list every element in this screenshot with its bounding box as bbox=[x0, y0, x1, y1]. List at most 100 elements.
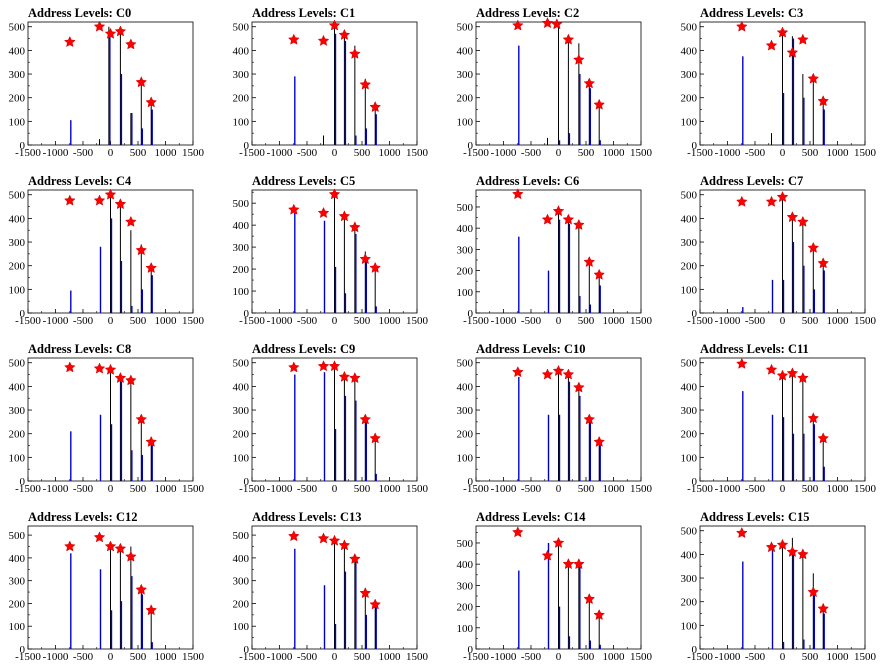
x-tick-label: -500 bbox=[73, 483, 94, 495]
x-tick-label: 0 bbox=[108, 147, 114, 159]
star-marker bbox=[573, 558, 585, 570]
star-marker bbox=[797, 33, 809, 45]
x-tick-label: -1000 bbox=[43, 483, 69, 495]
y-tick-label: 0 bbox=[468, 476, 474, 488]
star-marker bbox=[807, 412, 820, 424]
x-tick-label: 1000 bbox=[603, 651, 626, 663]
x-tick-label: 0 bbox=[780, 315, 786, 327]
x-tick-label: 1500 bbox=[182, 651, 205, 663]
star-marker bbox=[765, 39, 778, 51]
star-marker bbox=[776, 26, 789, 38]
y-tick-label: 100 bbox=[457, 623, 474, 635]
x-tick-label: -1000 bbox=[715, 483, 741, 495]
star-marker bbox=[583, 255, 596, 268]
y-tick-label: 500 bbox=[457, 22, 474, 34]
star-marker bbox=[104, 363, 117, 375]
star-marker bbox=[114, 372, 127, 384]
x-tick-label: -1000 bbox=[267, 651, 293, 663]
x-tick-label: 1500 bbox=[406, 483, 429, 495]
y-tick-label: 500 bbox=[9, 22, 26, 34]
y-tick-label: 200 bbox=[9, 598, 26, 610]
x-tick-label: 1000 bbox=[155, 651, 178, 663]
chart-title: Address Levels: C15 bbox=[700, 510, 810, 524]
chart-panel: Address Levels: C3 0 100 200 300 400 500 -1500-… bbox=[672, 0, 896, 168]
x-tick-label: -1000 bbox=[267, 483, 293, 495]
chart-panel: Address Levels: C15 0 100 200 300 400 500 -1500… bbox=[672, 504, 896, 672]
x-tick-label: 0 bbox=[556, 483, 562, 495]
x-tick-label: -1000 bbox=[267, 315, 293, 327]
chart-title: Address Levels: C3 bbox=[700, 6, 804, 20]
y-tick-label: 300 bbox=[9, 237, 26, 249]
y-tick-label: 200 bbox=[233, 429, 250, 441]
y-tick-label: 500 bbox=[233, 22, 250, 34]
star-marker bbox=[735, 526, 748, 539]
y-tick-label: 500 bbox=[681, 22, 698, 34]
star-marker bbox=[562, 558, 575, 570]
y-tick-label: 0 bbox=[244, 308, 250, 320]
x-tick-label: 0 bbox=[332, 147, 338, 159]
star-marker bbox=[287, 530, 300, 542]
x-tick-label: 1500 bbox=[854, 147, 877, 159]
x-tick-label: -1500 bbox=[463, 483, 489, 495]
star-marker bbox=[317, 532, 330, 544]
y-tick-label: 300 bbox=[681, 69, 698, 81]
x-tick-label: 1000 bbox=[155, 147, 178, 159]
x-tick-label: -1500 bbox=[239, 651, 265, 663]
star-marker bbox=[562, 368, 575, 380]
star-marker bbox=[541, 213, 554, 225]
x-tick-label: 1500 bbox=[854, 483, 877, 495]
y-tick-label: 100 bbox=[9, 452, 26, 464]
y-tick-label: 100 bbox=[233, 452, 250, 464]
y-tick-label: 500 bbox=[233, 198, 250, 210]
x-tick-label: -500 bbox=[297, 651, 318, 663]
chart-plot: 0 100 200 300 400 500 -1500 -1000 -500 0 500 1000 15… bbox=[9, 357, 205, 495]
x-tick-label: 500 bbox=[354, 483, 371, 495]
star-marker bbox=[359, 78, 372, 90]
x-tick-label: -1500 bbox=[239, 147, 265, 159]
x-tick-label: -500 bbox=[521, 147, 542, 159]
chart-panel: Address Levels: C5 0 100 200 300 400 500 -1500-… bbox=[224, 168, 448, 336]
star-marker bbox=[104, 188, 117, 200]
y-tick-label: 0 bbox=[692, 476, 698, 488]
x-tick-label: 0 bbox=[556, 315, 562, 327]
x-tick-label: -1500 bbox=[687, 147, 713, 159]
star-marker bbox=[359, 253, 372, 265]
y-tick-label: 200 bbox=[457, 602, 474, 614]
x-tick-label: 500 bbox=[578, 651, 595, 663]
star-marker bbox=[317, 206, 330, 219]
chart-title: Address Levels: C14 bbox=[476, 510, 586, 524]
y-tick-label: 400 bbox=[457, 223, 474, 235]
chart-plot: 0 100 200 300 400 500 -1500 -1000 -500 0 500 1000 15… bbox=[233, 188, 429, 327]
chart-plot: 0 100 200 300 400 500 -1500 -1000 -500 0 500 1000 15… bbox=[9, 188, 205, 327]
y-tick-label: 500 bbox=[457, 202, 474, 214]
y-tick-label: 100 bbox=[681, 284, 698, 296]
y-tick-label: 0 bbox=[20, 476, 26, 488]
x-tick-label: 0 bbox=[332, 651, 338, 663]
star-marker bbox=[125, 374, 137, 386]
star-marker bbox=[349, 221, 361, 233]
x-tick-label: 1500 bbox=[182, 483, 205, 495]
y-tick-label: 400 bbox=[681, 549, 698, 561]
x-tick-label: 500 bbox=[354, 315, 371, 327]
star-marker bbox=[369, 432, 382, 444]
x-tick-label: 0 bbox=[556, 147, 562, 159]
star-marker bbox=[552, 536, 565, 548]
y-tick-label: 0 bbox=[692, 140, 698, 152]
star-marker bbox=[541, 17, 554, 29]
y-tick-label: 300 bbox=[457, 580, 474, 592]
star-marker bbox=[786, 367, 799, 379]
x-tick-label: -1500 bbox=[463, 651, 489, 663]
y-tick-label: 200 bbox=[9, 93, 26, 105]
x-tick-label: -1000 bbox=[715, 147, 741, 159]
x-tick-label: -500 bbox=[73, 315, 94, 327]
star-marker bbox=[807, 72, 820, 84]
chart-panel: Address Levels: C13 0 100 200 300 400 500 -1500… bbox=[224, 504, 448, 672]
star-marker bbox=[317, 360, 330, 372]
star-marker bbox=[287, 33, 300, 45]
y-tick-label: 100 bbox=[233, 621, 250, 633]
x-tick-label: -1500 bbox=[463, 147, 489, 159]
star-marker bbox=[114, 198, 127, 210]
star-marker bbox=[359, 587, 372, 599]
x-tick-label: 500 bbox=[578, 147, 595, 159]
star-marker bbox=[807, 241, 820, 253]
